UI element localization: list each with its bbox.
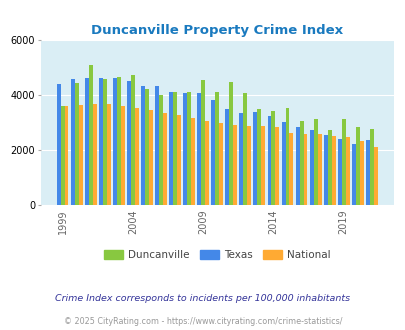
Bar (365, 140, 369, 205)
Bar (64, 106, 68, 205)
Bar (191, 118, 194, 205)
Bar (299, 121, 303, 205)
Bar (173, 92, 177, 205)
Bar (275, 127, 279, 205)
Text: Crime Index corresponds to incidents per 100,000 inhabitants: Crime Index corresponds to incidents per… (55, 294, 350, 303)
Bar (117, 77, 120, 205)
Bar (107, 104, 111, 205)
Bar (331, 136, 335, 205)
Bar (85, 79, 88, 205)
Bar (323, 135, 327, 205)
Text: © 2025 CityRating.com - https://www.cityrating.com/crime-statistics/: © 2025 CityRating.com - https://www.city… (64, 317, 341, 326)
Bar (243, 93, 247, 205)
Bar (205, 121, 209, 205)
Bar (57, 84, 60, 205)
Bar (351, 144, 355, 205)
Bar (225, 109, 229, 205)
Bar (92, 104, 96, 205)
Bar (183, 93, 187, 205)
Legend: Duncanville, Texas, National: Duncanville, Texas, National (100, 246, 334, 264)
Bar (113, 79, 117, 205)
Bar (261, 126, 264, 205)
Bar (177, 115, 181, 205)
Bar (239, 113, 243, 205)
Bar (267, 116, 271, 205)
Bar (373, 147, 377, 205)
Bar (162, 113, 166, 205)
Bar (75, 83, 79, 205)
Bar (215, 92, 219, 205)
Bar (102, 79, 107, 205)
Title: Duncanville Property Crime Index: Duncanville Property Crime Index (91, 24, 342, 37)
Bar (281, 122, 285, 205)
Bar (303, 134, 307, 205)
Bar (257, 109, 261, 205)
Bar (289, 133, 293, 205)
Bar (134, 108, 139, 205)
Bar (88, 65, 92, 205)
Bar (317, 135, 321, 205)
Bar (309, 130, 313, 205)
Bar (285, 108, 289, 205)
Bar (79, 105, 82, 205)
Bar (229, 82, 232, 205)
Bar (211, 100, 215, 205)
Bar (337, 139, 341, 205)
Bar (369, 129, 373, 205)
Bar (345, 137, 349, 205)
Bar (355, 127, 359, 205)
Bar (219, 123, 223, 205)
Bar (141, 86, 145, 205)
Bar (169, 92, 173, 205)
Bar (253, 113, 257, 205)
Bar (232, 125, 237, 205)
Bar (341, 118, 345, 205)
Bar (145, 89, 149, 205)
Bar (130, 75, 134, 205)
Bar (327, 130, 331, 205)
Bar (201, 80, 205, 205)
Bar (359, 141, 363, 205)
Bar (60, 106, 64, 205)
Bar (120, 106, 124, 205)
Bar (70, 80, 75, 205)
Bar (187, 92, 191, 205)
Bar (197, 93, 201, 205)
Bar (313, 119, 317, 205)
Bar (159, 95, 162, 205)
Bar (295, 127, 299, 205)
Bar (127, 82, 130, 205)
Bar (155, 86, 159, 205)
Bar (247, 126, 251, 205)
Bar (149, 110, 152, 205)
Bar (271, 112, 275, 205)
Bar (98, 78, 102, 205)
